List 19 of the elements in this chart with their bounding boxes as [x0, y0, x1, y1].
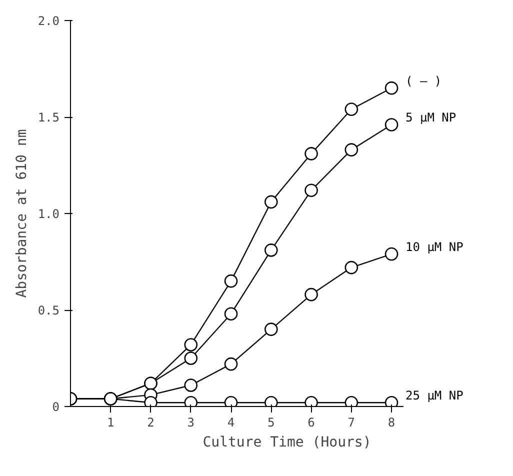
x-tick-label: 1 — [107, 416, 114, 430]
y-tick-label: 2.0 — [38, 14, 60, 28]
x-tick-label: 6 — [308, 416, 315, 430]
x-tick-label: 3 — [187, 416, 195, 430]
x-tick-label: 4 — [227, 416, 235, 430]
y-tick-label: 0.5 — [38, 304, 60, 318]
series-label: 10 μM NP — [406, 240, 464, 254]
series-label: 25 μM NP — [406, 388, 464, 403]
series-label: ( — ) — [406, 74, 442, 88]
y-tick-label: 1.0 — [38, 207, 60, 221]
x-tick-label: 8 — [388, 416, 396, 430]
y-tick-label: 0 — [52, 400, 60, 414]
y-axis-title: Absorbance at 610 nm — [14, 129, 30, 298]
y-tick-label: 1.5 — [38, 110, 60, 124]
x-axis-title: Culture Time (Hours) — [202, 434, 372, 450]
x-tick-label: 7 — [348, 416, 356, 430]
series-label: 5 μM NP — [406, 110, 456, 125]
x-tick-label: 2 — [147, 416, 154, 430]
x-tick-label: 5 — [268, 416, 275, 430]
